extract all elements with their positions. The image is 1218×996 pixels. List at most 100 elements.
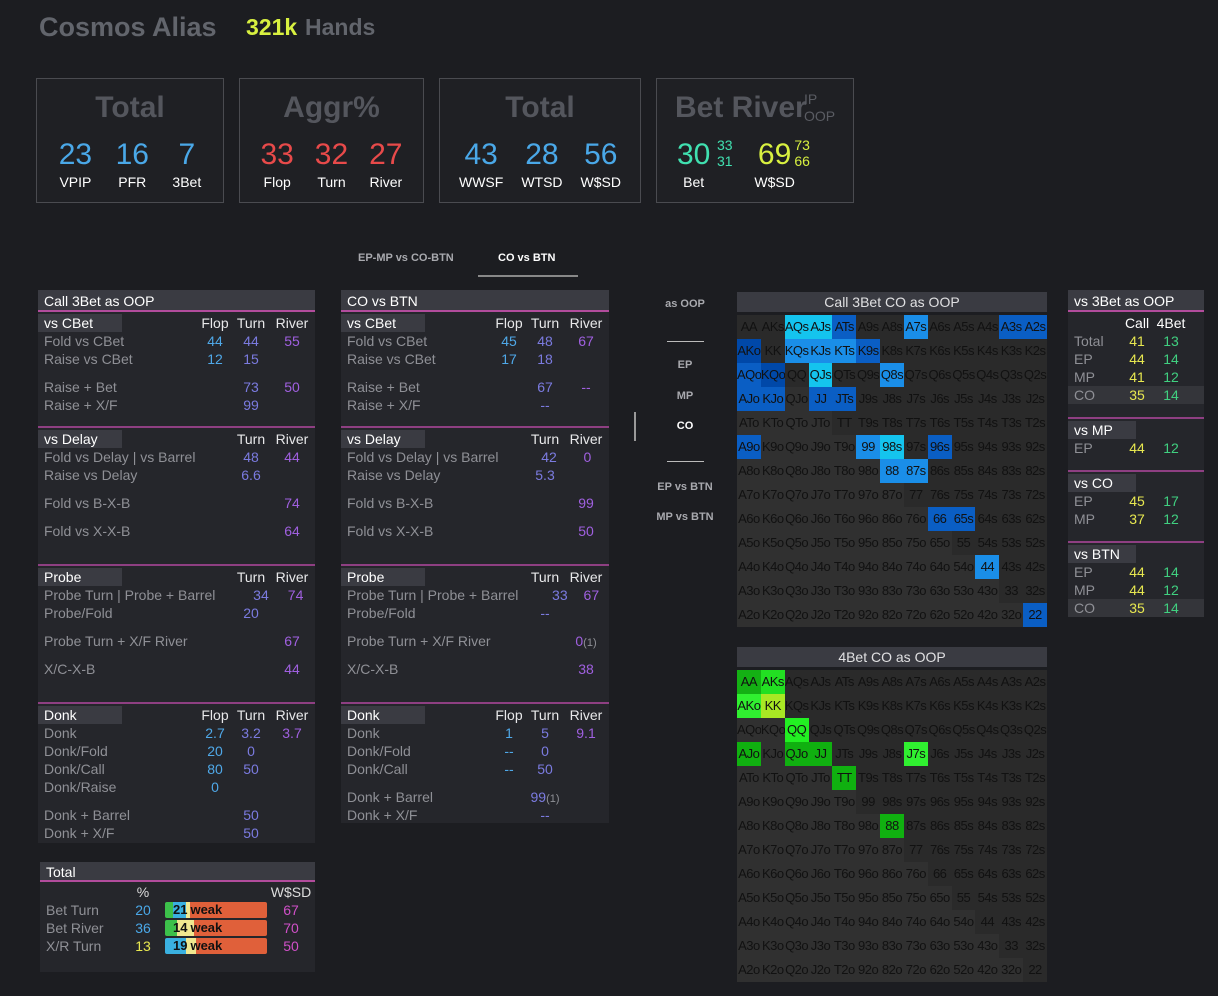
- hand-cell-J2s[interactable]: J2s: [1023, 387, 1047, 411]
- hand-cell-A7o[interactable]: A7o: [737, 483, 761, 507]
- position-row[interactable]: EP 44 14: [1068, 350, 1204, 368]
- stat-river-cell[interactable]: 74: [276, 586, 315, 604]
- stat-value[interactable]: 67: [578, 333, 594, 349]
- hand-cell-J4s[interactable]: J4s: [975, 742, 1000, 766]
- hand-cell-A7o[interactable]: A7o: [737, 838, 761, 862]
- hand-cell-95s[interactable]: 95s: [951, 790, 976, 814]
- hand-cell-K2o[interactable]: K2o: [760, 603, 785, 627]
- hand-cell-J9o[interactable]: J9o: [808, 790, 833, 814]
- hand-cell-J7s[interactable]: J7s: [903, 387, 928, 411]
- hand-cell-KQs[interactable]: KQs: [784, 694, 809, 718]
- hand-cell-K5s[interactable]: K5s: [951, 694, 976, 718]
- hand-cell-J7s[interactable]: J7s: [903, 742, 928, 766]
- hand-cell-85s[interactable]: 85s: [951, 459, 976, 483]
- hand-cell-T5s[interactable]: T5s: [951, 766, 976, 790]
- stat-turn-cell[interactable]: 50: [233, 824, 269, 842]
- hand-cell-AJs[interactable]: AJs: [808, 670, 833, 694]
- hand-cell-82o[interactable]: 82o: [880, 603, 904, 627]
- hand-cell-86o[interactable]: 86o: [880, 507, 904, 531]
- hand-cell-62s[interactable]: 62s: [1023, 507, 1047, 531]
- hand-cell-J2o[interactable]: J2o: [808, 958, 833, 982]
- stat-turn-cell[interactable]: 0: [527, 742, 563, 760]
- hand-cell-84o[interactable]: 84o: [880, 910, 904, 934]
- stat-value[interactable]: 99: [530, 789, 547, 805]
- hand-cell-52s[interactable]: 52s: [1023, 886, 1047, 910]
- hand-cell-95o[interactable]: 95o: [856, 531, 881, 555]
- hand-cell-K7s[interactable]: K7s: [903, 694, 928, 718]
- hand-cell-95s[interactable]: 95s: [951, 435, 976, 459]
- hand-cell-53o[interactable]: 53o: [951, 579, 976, 603]
- hand-cell-62o[interactable]: 62o: [927, 603, 952, 627]
- stat-turn-cell[interactable]: 50: [233, 760, 269, 778]
- hand-cell-T9o[interactable]: T9o: [832, 435, 857, 459]
- hand-cell-Q9s[interactable]: Q9s: [856, 363, 881, 387]
- hand-cell-T3s[interactable]: T3s: [999, 766, 1024, 790]
- hand-cell-54o[interactable]: 54o: [951, 910, 976, 934]
- hand-cell-A9s[interactable]: A9s: [856, 315, 881, 339]
- hand-cell-A8s[interactable]: A8s: [880, 315, 904, 339]
- side-nav-ep-vs-btn[interactable]: EP vs BTN: [657, 481, 713, 493]
- stat-value[interactable]: 42: [541, 449, 557, 465]
- hand-cell-84s[interactable]: 84s: [975, 459, 1000, 483]
- hand-cell-A8s[interactable]: A8s: [880, 670, 904, 694]
- hand-cell-J7o[interactable]: J7o: [808, 838, 833, 862]
- stat-flop-cell[interactable]: 2.7: [197, 724, 233, 742]
- hand-cell-Q7o[interactable]: Q7o: [784, 483, 809, 507]
- hand-cell-T7o[interactable]: T7o: [832, 838, 857, 862]
- stat-value[interactable]: 55: [284, 333, 300, 349]
- hand-cell-Q8o[interactable]: Q8o: [784, 459, 809, 483]
- stat-flop-cell[interactable]: --: [491, 760, 527, 778]
- stat-value[interactable]: 74: [287, 587, 304, 603]
- hand-cell-T9s[interactable]: T9s: [856, 766, 881, 790]
- hand-cell-T7o[interactable]: T7o: [832, 483, 857, 507]
- stat-river-cell[interactable]: 9.1: [563, 724, 609, 742]
- hand-cell-Q5s[interactable]: Q5s: [951, 363, 976, 387]
- hand-cell-QTo[interactable]: QTo: [784, 766, 809, 790]
- hand-cell-74s[interactable]: 74s: [975, 483, 1000, 507]
- hand-cell-54s[interactable]: 54s: [975, 886, 1000, 910]
- stat-value[interactable]: --: [504, 743, 514, 759]
- hand-cell-74o[interactable]: 74o: [903, 555, 928, 579]
- hand-cell-75o[interactable]: 75o: [903, 886, 928, 910]
- hand-cell-J6o[interactable]: J6o: [808, 862, 833, 886]
- hand-cell-92s[interactable]: 92s: [1023, 435, 1047, 459]
- hand-cell-J3s[interactable]: J3s: [999, 742, 1024, 766]
- stat-turn-cell[interactable]: --: [527, 806, 563, 824]
- hand-cell-84o[interactable]: 84o: [880, 555, 904, 579]
- hand-cell-82s[interactable]: 82s: [1023, 814, 1047, 838]
- stat-value[interactable]: 2.7: [205, 725, 225, 741]
- stat-turn-cell[interactable]: 3.2: [233, 724, 269, 742]
- hand-cell-A4o[interactable]: A4o: [737, 555, 761, 579]
- hand-cell-T3s[interactable]: T3s: [999, 411, 1024, 435]
- stat-river-cell[interactable]: 64: [269, 522, 315, 540]
- hand-cell-A5o[interactable]: A5o: [737, 531, 761, 555]
- hand-cell-K9s[interactable]: K9s: [856, 339, 881, 363]
- stat-value[interactable]: --: [540, 807, 550, 823]
- hand-cell-T7s[interactable]: T7s: [903, 766, 928, 790]
- stat-value[interactable]: 0: [211, 779, 219, 795]
- hand-cell-83o[interactable]: 83o: [880, 934, 904, 958]
- hand-cell-85o[interactable]: 85o: [880, 531, 904, 555]
- hand-cell-96o[interactable]: 96o: [856, 862, 881, 886]
- hand-cell-J8o[interactable]: J8o: [808, 459, 833, 483]
- hand-cell-K6o[interactable]: K6o: [760, 507, 785, 531]
- hand-cell-92o[interactable]: 92o: [856, 603, 881, 627]
- hand-cell-44[interactable]: 44: [975, 555, 1000, 579]
- stat-flop-cell[interactable]: 45: [491, 332, 527, 350]
- hand-cell-73s[interactable]: 73s: [999, 483, 1024, 507]
- hand-cell-K2o[interactable]: K2o: [760, 958, 785, 982]
- stat-river-cell[interactable]: 3.7: [269, 724, 315, 742]
- stat-turn-cell[interactable]: 5: [527, 724, 563, 742]
- stat-value[interactable]: 50: [578, 523, 594, 539]
- hand-cell-A2s[interactable]: A2s: [1023, 315, 1047, 339]
- hand-cell-42s[interactable]: 42s: [1023, 910, 1047, 934]
- stat-value[interactable]: --: [540, 605, 550, 621]
- position-row[interactable]: Total 41 13: [1068, 332, 1204, 350]
- stat-value[interactable]: 48: [537, 333, 553, 349]
- hand-cell-Q7s[interactable]: Q7s: [903, 718, 928, 742]
- hand-cell-76o[interactable]: 76o: [903, 507, 928, 531]
- stat-value[interactable]: 44: [243, 333, 259, 349]
- hand-cell-J6s[interactable]: J6s: [927, 387, 952, 411]
- hand-cell-93s[interactable]: 93s: [999, 790, 1024, 814]
- stat-value[interactable]: 44: [284, 449, 300, 465]
